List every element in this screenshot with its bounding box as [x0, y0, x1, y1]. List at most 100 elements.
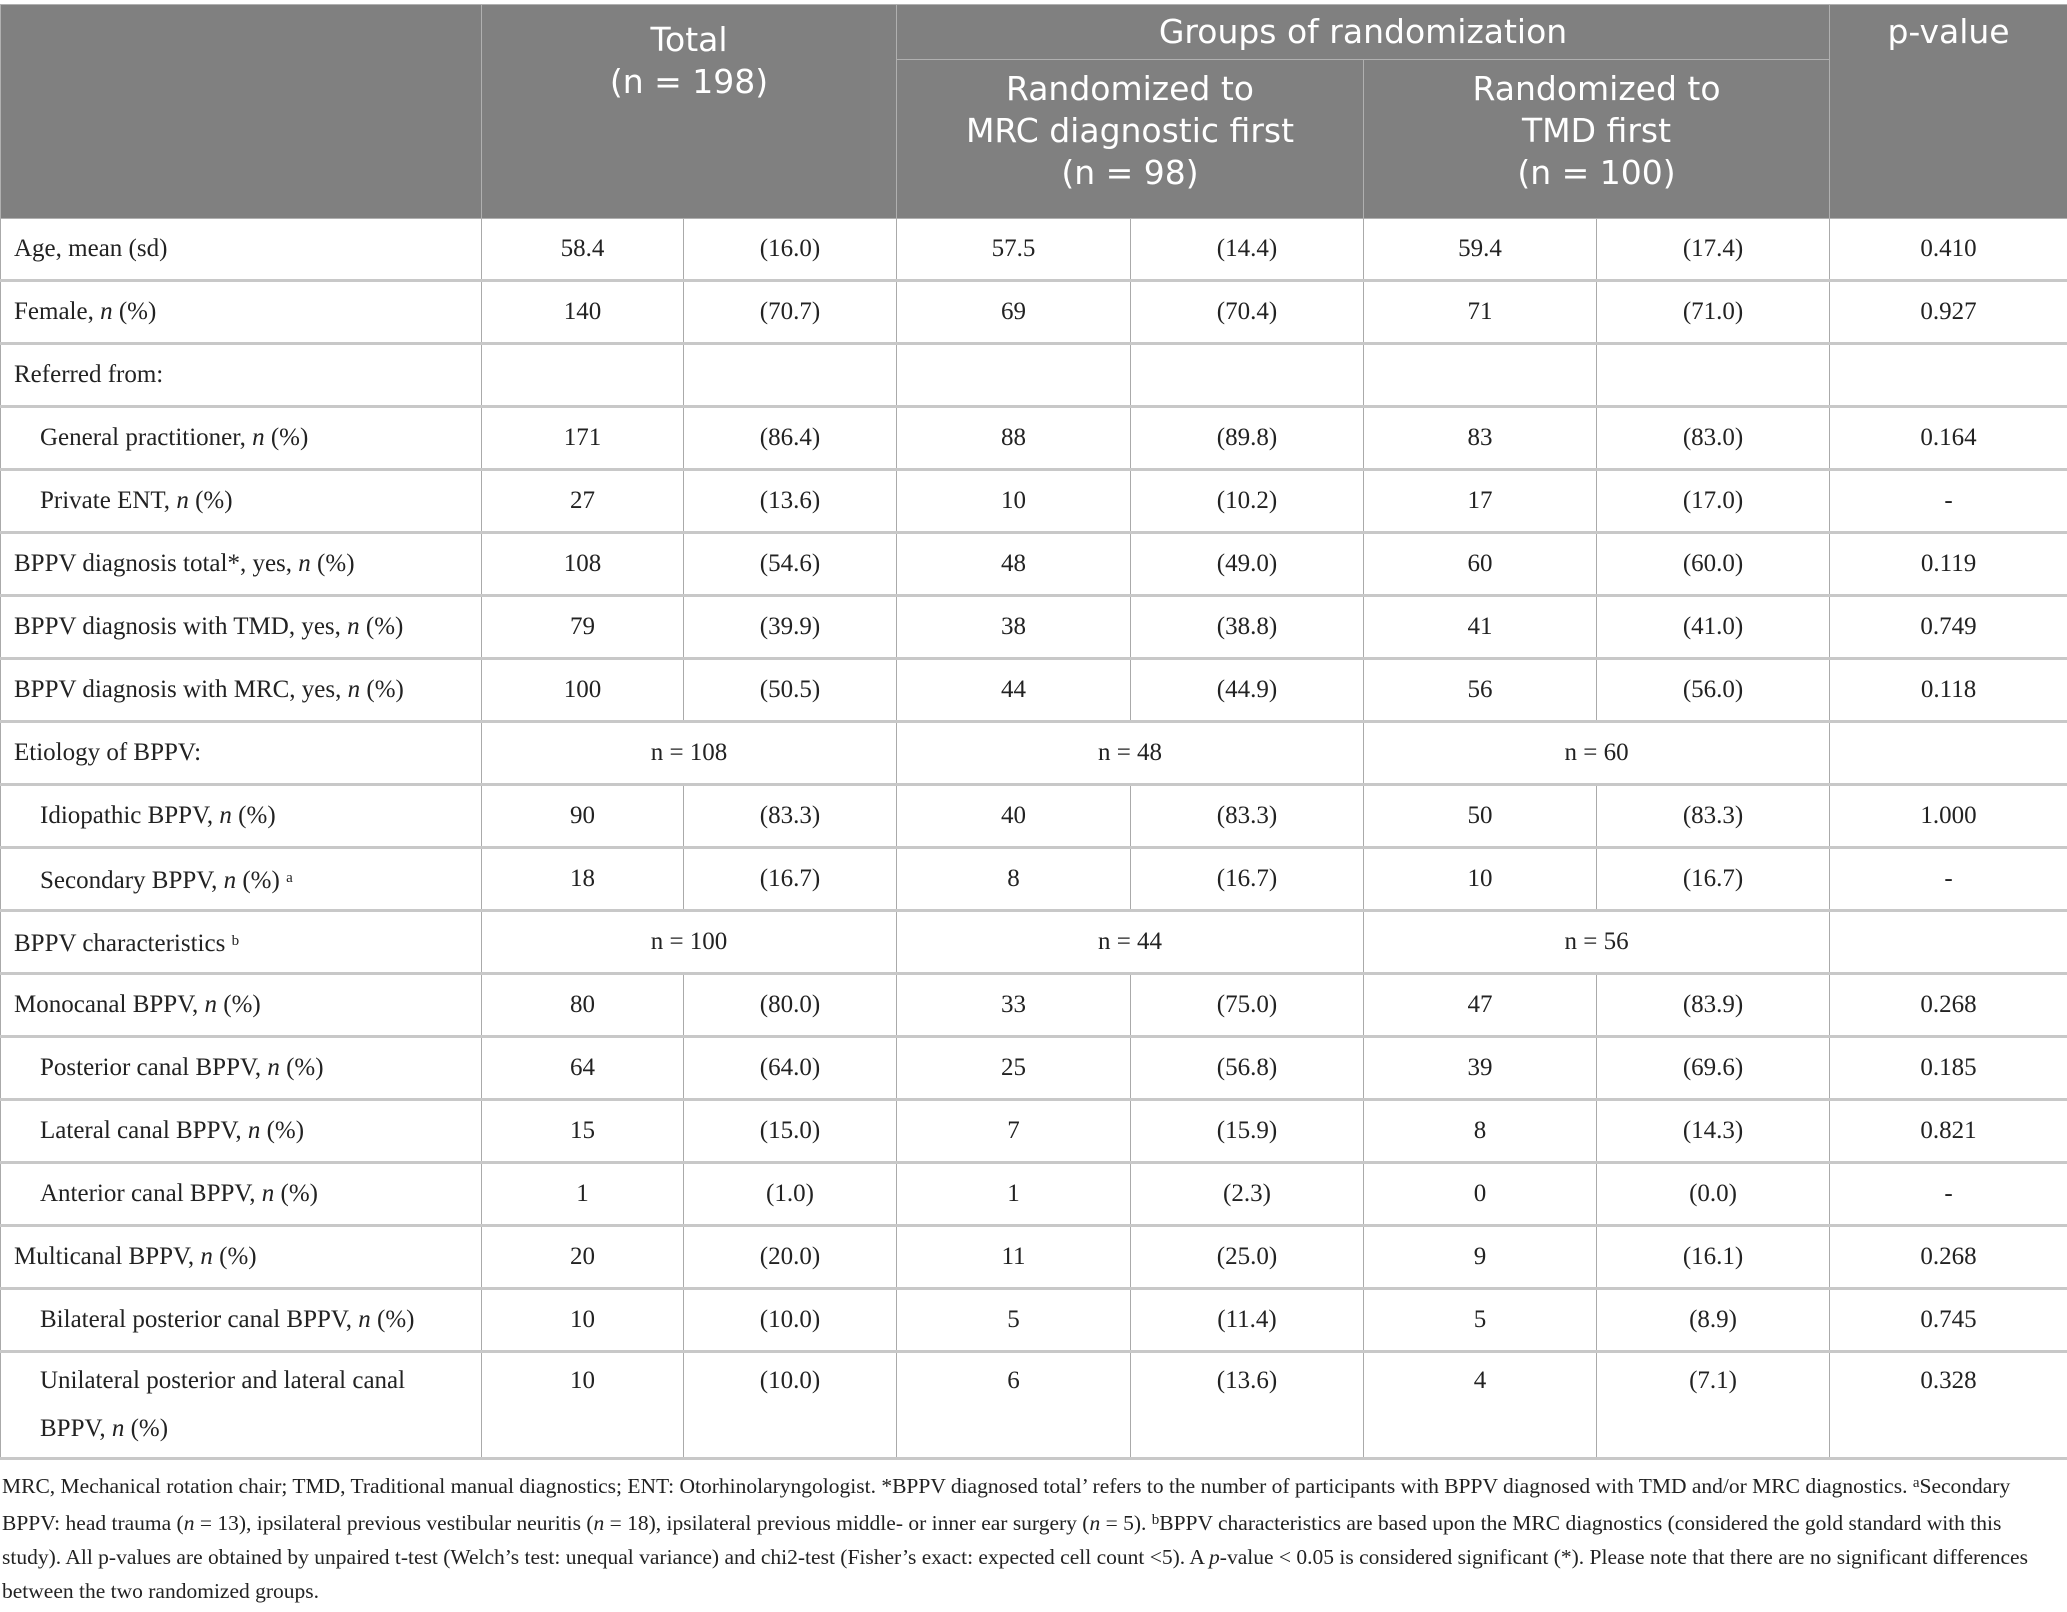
mrc-pct: (70.4)	[1131, 281, 1364, 344]
row-label: Etiology of BPPV:	[1, 722, 482, 785]
p-value: -	[1830, 1163, 2067, 1226]
total-n	[482, 344, 684, 407]
group1-line2: MRC diagnostic first	[966, 111, 1294, 150]
total-n: 171	[482, 407, 684, 470]
mrc-n: 69	[897, 281, 1131, 344]
total-n: 27	[482, 470, 684, 533]
p-value	[1830, 722, 2067, 785]
p-value: 0.119	[1830, 533, 2067, 596]
mrc-n: 25	[897, 1037, 1131, 1100]
mrc-n: 38	[897, 596, 1131, 659]
total-n: 10	[482, 1289, 684, 1352]
mrc-n: 40	[897, 785, 1131, 848]
total-pct: (1.0)	[684, 1163, 897, 1226]
mrc-pct: (14.4)	[1131, 219, 1364, 281]
table-body: Age, mean (sd)58.4(16.0)57.5(14.4)59.4(1…	[1, 219, 2067, 1459]
total-pct: (50.5)	[684, 659, 897, 722]
total-n: 108	[482, 533, 684, 596]
mrc-n: 7	[897, 1100, 1131, 1163]
mrc-pct: (15.9)	[1131, 1100, 1364, 1163]
mrc-n: 48	[897, 533, 1131, 596]
tmd-pct: (69.6)	[1597, 1037, 1830, 1100]
tmd-pct: (83.9)	[1597, 974, 1830, 1037]
table-row: BPPV diagnosis total*, yes, n (%)108(54.…	[1, 533, 2067, 596]
total-pct: (20.0)	[684, 1226, 897, 1289]
tmd-pct	[1597, 344, 1830, 407]
total-pct: (13.6)	[684, 470, 897, 533]
mrc-pct: (13.6)	[1131, 1352, 1364, 1459]
row-label: Monocanal BPPV, n (%)	[1, 974, 482, 1037]
p-value: 0.164	[1830, 407, 2067, 470]
table-row: Female, n (%)140(70.7)69(70.4)71(71.0)0.…	[1, 281, 2067, 344]
p-value: 0.749	[1830, 596, 2067, 659]
mrc-pct: (56.8)	[1131, 1037, 1364, 1100]
header-total: Total(n = 198)	[482, 5, 897, 219]
table-row: General practitioner, n (%)171(86.4)88(8…	[1, 407, 2067, 470]
total-n: (n = 198)	[610, 62, 768, 101]
tmd-pct: (71.0)	[1597, 281, 1830, 344]
table-footnote: MRC, Mechanical rotation chair; TMD, Tra…	[0, 1460, 2067, 1608]
mrc-pct	[1131, 344, 1364, 407]
p-value: 0.268	[1830, 974, 2067, 1037]
tmd-pct: (17.4)	[1597, 219, 1830, 281]
table-row: Anterior canal BPPV, n (%)1(1.0)1(2.3)0(…	[1, 1163, 2067, 1226]
table-row: Referred from:	[1, 344, 2067, 407]
mrc-n: 11	[897, 1226, 1131, 1289]
tmd-pct: (17.0)	[1597, 470, 1830, 533]
mrc-n: 10	[897, 470, 1131, 533]
total-n: 1	[482, 1163, 684, 1226]
row-label: Age, mean (sd)	[1, 219, 482, 281]
tmd-pct: (60.0)	[1597, 533, 1830, 596]
mrc-n: 88	[897, 407, 1131, 470]
mrc-pct: (16.7)	[1131, 848, 1364, 911]
mrc-pct: (11.4)	[1131, 1289, 1364, 1352]
total-title: Total	[650, 20, 727, 59]
table-row: Idiopathic BPPV, n (%)90(83.3)40(83.3)50…	[1, 785, 2067, 848]
table-row: Posterior canal BPPV, n (%)64(64.0)25(56…	[1, 1037, 2067, 1100]
p-value: 0.328	[1830, 1352, 2067, 1459]
mrc-pct: (38.8)	[1131, 596, 1364, 659]
total-pct: (86.4)	[684, 407, 897, 470]
tmd-n: 56	[1364, 659, 1597, 722]
table-row: Bilateral posterior canal BPPV, n (%)10(…	[1, 1289, 2067, 1352]
tmd-n: 50	[1364, 785, 1597, 848]
mrc-n	[897, 344, 1131, 407]
header-groups: Groups of randomization	[897, 5, 1830, 60]
tmd-n: 60	[1364, 533, 1597, 596]
tmd-n: 8	[1364, 1100, 1597, 1163]
mrc-n: 57.5	[897, 219, 1131, 281]
total-pct: (64.0)	[684, 1037, 897, 1100]
mrc-n: 5	[897, 1289, 1131, 1352]
tmd-subgroup-n: n = 60	[1364, 722, 1830, 785]
table-row: Multicanal BPPV, n (%)20(20.0)11(25.0)9(…	[1, 1226, 2067, 1289]
row-label: BPPV characteristics b	[1, 911, 482, 974]
tmd-pct: (7.1)	[1597, 1352, 1830, 1459]
group1-line1: Randomized to	[1006, 69, 1254, 108]
mrc-pct: (89.8)	[1131, 407, 1364, 470]
table-row: Unilateral posterior and lateral canal B…	[1, 1352, 2067, 1459]
tmd-n: 59.4	[1364, 219, 1597, 281]
tmd-n: 41	[1364, 596, 1597, 659]
row-label: Posterior canal BPPV, n (%)	[1, 1037, 482, 1100]
tmd-pct: (41.0)	[1597, 596, 1830, 659]
row-label: Idiopathic BPPV, n (%)	[1, 785, 482, 848]
tmd-pct: (14.3)	[1597, 1100, 1830, 1163]
mrc-n: 6	[897, 1352, 1131, 1459]
table-row: Age, mean (sd)58.4(16.0)57.5(14.4)59.4(1…	[1, 219, 2067, 281]
baseline-characteristics-table: Total(n = 198) Groups of randomization p…	[0, 4, 2067, 1460]
total-pct: (39.9)	[684, 596, 897, 659]
tmd-subgroup-n: n = 56	[1364, 911, 1830, 974]
total-n: 20	[482, 1226, 684, 1289]
table-row: Private ENT, n (%)27(13.6)10(10.2)17(17.…	[1, 470, 2067, 533]
p-value: 0.745	[1830, 1289, 2067, 1352]
total-n: 100	[482, 659, 684, 722]
total-pct: (70.7)	[684, 281, 897, 344]
total-n: 64	[482, 1037, 684, 1100]
tmd-n: 47	[1364, 974, 1597, 1037]
p-value: -	[1830, 848, 2067, 911]
mrc-n: 33	[897, 974, 1131, 1037]
mrc-pct: (75.0)	[1131, 974, 1364, 1037]
